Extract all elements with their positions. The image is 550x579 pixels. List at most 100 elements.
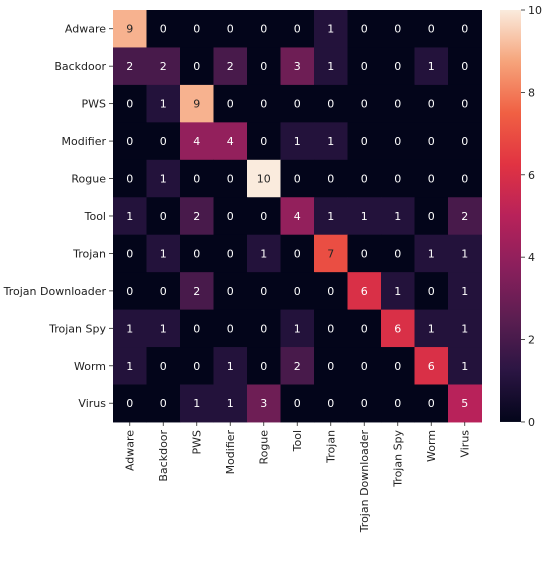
cell-value-2-7: 0 xyxy=(361,98,368,111)
cell-value-6-4: 1 xyxy=(260,247,267,260)
heatmap-cell-4-1 xyxy=(146,159,181,198)
heatmap-cell-6-1 xyxy=(146,234,181,273)
cell-value-0-6: 1 xyxy=(327,23,334,36)
heatmap-cell-10-9 xyxy=(414,384,449,423)
heatmap-cell-5-3 xyxy=(213,197,248,236)
cell-value-9-0: 1 xyxy=(126,360,133,373)
heatmap-cell-10-4 xyxy=(247,384,281,423)
cell-value-10-1: 0 xyxy=(160,397,167,410)
cell-value-2-4: 0 xyxy=(260,98,267,111)
heatmap-cell-0-0 xyxy=(113,10,147,48)
heatmap-cell-9-2 xyxy=(180,347,214,385)
cell-value-1-10: 0 xyxy=(461,60,468,73)
cell-value-1-5: 3 xyxy=(294,60,301,73)
heatmap-cell-9-6 xyxy=(314,347,348,385)
heatmap-cell-9-1 xyxy=(146,347,181,385)
heatmap-cell-6-7 xyxy=(347,234,382,273)
cell-value-9-5: 2 xyxy=(294,360,301,373)
heatmap-cell-0-1 xyxy=(146,10,181,48)
heatmap-cell-0-8 xyxy=(381,10,415,48)
cell-value-5-6: 1 xyxy=(327,210,334,223)
x-tick-label: Modifier xyxy=(224,429,237,474)
heatmap-cell-7-10 xyxy=(448,272,482,311)
heatmap-cell-7-3 xyxy=(213,272,248,311)
heatmap-cell-10-1 xyxy=(146,384,181,423)
heatmap-cell-6-0 xyxy=(113,234,147,273)
x-axis-tick-labels: Adware Backdoor PWS Modifier Rogue Tool Trojan… xyxy=(124,421,472,533)
heatmap-cell-2-1 xyxy=(146,84,181,123)
heatmap-cell-2-4 xyxy=(247,84,281,123)
cell-value-9-4: 0 xyxy=(260,360,267,373)
cell-value-9-10: 1 xyxy=(461,360,468,373)
cell-value-7-5: 0 xyxy=(294,285,301,298)
heatmap-cell-2-10 xyxy=(448,84,482,123)
heatmap-cell-10-2 xyxy=(180,384,214,423)
cell-value-3-10: 0 xyxy=(461,135,468,148)
cell-value-3-7: 0 xyxy=(361,135,368,148)
cell-value-6-0: 0 xyxy=(126,247,133,260)
cell-value-4-9: 0 xyxy=(428,173,435,186)
heatmap-cell-6-5 xyxy=(280,234,315,273)
colorbar: 0 2 4 6 8 10 xyxy=(500,4,542,429)
heatmap-cell-6-3 xyxy=(213,234,248,273)
colorbar-ticks: 0 2 4 6 8 10 xyxy=(521,4,542,429)
cell-value-4-8: 0 xyxy=(394,173,401,186)
cell-value-6-3: 0 xyxy=(227,247,234,260)
cell-value-5-3: 0 xyxy=(227,210,234,223)
heatmap-cell-1-9 xyxy=(414,47,449,86)
heatmap-cell-3-8 xyxy=(381,122,415,161)
cell-value-6-5: 0 xyxy=(294,247,301,260)
colorbar-tick-label: 0 xyxy=(528,416,535,429)
cell-value-0-7: 0 xyxy=(361,23,368,36)
cell-value-8-2: 0 xyxy=(193,322,200,335)
cell-value-10-9: 0 xyxy=(428,397,435,410)
heatmap-cell-3-2 xyxy=(180,122,214,161)
heatmap-cell-7-8 xyxy=(381,272,415,311)
x-tick-label: Trojan Spy xyxy=(392,429,405,487)
heatmap-cell-4-10 xyxy=(448,159,482,198)
heatmap-cell-2-9 xyxy=(414,84,449,123)
x-tick-label: Rogue xyxy=(258,430,271,465)
cell-value-4-2: 0 xyxy=(193,173,200,186)
cell-value-1-8: 0 xyxy=(394,60,401,73)
heatmap-cell-10-0 xyxy=(113,384,147,423)
heatmap-cell-9-8 xyxy=(381,347,415,385)
cell-value-1-1: 2 xyxy=(160,60,167,73)
heatmap-cell-9-10 xyxy=(448,347,482,385)
cell-value-5-7: 1 xyxy=(361,210,368,223)
heatmap-cell-6-8 xyxy=(381,234,415,273)
heatmap-cell-0-2 xyxy=(180,10,214,48)
heatmap-cell-0-5 xyxy=(280,10,315,48)
heatmap-cell-5-7 xyxy=(347,197,382,236)
heatmap-cell-3-3 xyxy=(213,122,248,161)
y-tick-label: Backdoor xyxy=(54,60,106,73)
heatmap-cell-10-5 xyxy=(280,384,315,423)
cell-value-8-10: 1 xyxy=(461,322,468,335)
cell-value-9-6: 0 xyxy=(327,360,334,373)
cell-value-9-8: 0 xyxy=(394,360,401,373)
cell-value-0-10: 0 xyxy=(461,23,468,36)
heatmap-cell-5-9 xyxy=(414,197,449,236)
cell-value-4-10: 0 xyxy=(461,173,468,186)
heatmap-cell-9-5 xyxy=(280,347,315,385)
cell-value-3-0: 0 xyxy=(126,135,133,148)
cell-value-6-1: 1 xyxy=(160,247,167,260)
heatmap-cell-6-10 xyxy=(448,234,482,273)
heatmap-cell-7-7 xyxy=(347,272,382,311)
cell-value-4-4: 10 xyxy=(257,173,271,186)
cell-value-10-10: 5 xyxy=(461,397,468,410)
cell-value-1-4: 0 xyxy=(260,60,267,73)
heatmap-cell-9-3 xyxy=(213,347,248,385)
cell-value-8-9: 1 xyxy=(428,322,435,335)
heatmap-cell-9-4 xyxy=(247,347,281,385)
x-tick-label: Trojan xyxy=(325,430,338,464)
cell-value-10-6: 0 xyxy=(327,397,334,410)
heatmap-cell-6-6 xyxy=(314,234,348,273)
cell-value-3-2: 4 xyxy=(193,135,200,148)
heatmap-cell-0-9 xyxy=(414,10,449,48)
heatmap-cell-1-1 xyxy=(146,47,181,86)
cell-value-4-3: 0 xyxy=(227,173,234,186)
heatmap-cell-5-5 xyxy=(280,197,315,236)
colorbar-tick-label: 2 xyxy=(528,334,535,347)
cell-value-3-4: 0 xyxy=(260,135,267,148)
